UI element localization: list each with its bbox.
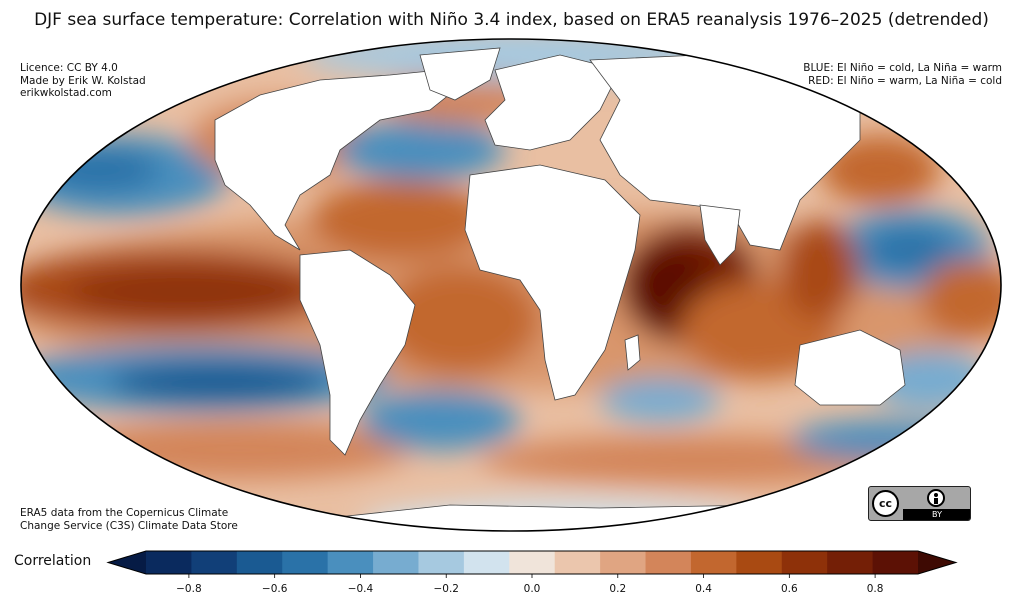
land-africa <box>464 164 641 401</box>
colorbar-segment <box>827 551 874 574</box>
colorbar-tick-label: −0.4 <box>348 583 374 595</box>
credits-line-author: Made by Erik W. Kolstad <box>20 74 146 87</box>
colorbar: −0.8 −0.6 −0.4 −0.2 0.0 0.2 0.4 0.6 0.8 <box>106 550 958 595</box>
correlation-map <box>20 38 1002 532</box>
colorbar-segment <box>418 551 465 574</box>
colorbar-segment <box>282 551 329 574</box>
land-greenland <box>419 47 501 101</box>
legend-line-blue: BLUE: El Niño = cold, La Niña = warm <box>803 62 1002 74</box>
land-south-america <box>299 249 416 456</box>
colorbar-segment <box>463 551 510 574</box>
ocean-field <box>21 39 1001 531</box>
colorbar-segment <box>236 551 283 574</box>
color-meaning-legend: BLUE: El Niño = cold, La Niña = warm RED… <box>803 62 1002 87</box>
credits-line-license: Licence: CC BY 4.0 <box>20 62 118 74</box>
colorbar-tick-label: 0.2 <box>609 583 626 595</box>
by-label: BY <box>903 509 970 520</box>
credits-block: Licence: CC BY 4.0 Made by Erik W. Kolst… <box>20 62 146 100</box>
land-madagascar <box>624 334 641 371</box>
colorbar-under-extension <box>108 551 146 574</box>
colorbar-tick-label: 0.0 <box>524 583 541 595</box>
colorbar-ticks: −0.8 −0.6 −0.4 −0.2 0.0 0.2 0.4 0.6 0.8 <box>176 574 883 595</box>
colorbar-over-extension <box>918 551 956 574</box>
colorbar-tick-label: −0.6 <box>262 583 288 595</box>
colorbar-segment <box>645 551 692 574</box>
land-north-america <box>214 69 471 251</box>
colorbar-tick-label: −0.8 <box>176 583 202 595</box>
credits-line-website: erikwkolstad.com <box>20 87 112 99</box>
colorbar-segment <box>327 551 374 574</box>
colorbar-segment <box>554 551 601 574</box>
colorbar-segment <box>373 551 419 574</box>
colorbar-segment <box>736 551 783 574</box>
cc-icon: cc <box>872 490 899 517</box>
colorbar-tick-label: 0.4 <box>695 583 712 595</box>
colorbar-tick-label: −0.2 <box>433 583 459 595</box>
land-europe <box>484 54 621 151</box>
land-india <box>699 204 741 266</box>
colorbar-segment <box>872 551 919 574</box>
colorbar-outline <box>106 550 958 575</box>
map-title: DJF sea surface temperature: Correlation… <box>34 10 989 30</box>
legend-line-red: RED: El Niño = warm, La Niña = cold <box>808 74 1002 87</box>
colorbar-tick-label: 0.6 <box>781 583 798 595</box>
source-line-2: Change Service (C3S) Climate Data Store <box>20 519 238 532</box>
colorbar-segment <box>509 551 556 574</box>
attribution-person-icon <box>927 489 945 507</box>
source-line-1: ERA5 data from the Copernicus Climate <box>20 507 229 519</box>
colorbar-segment <box>781 551 828 574</box>
colorbar-segment <box>191 551 238 574</box>
colorbar-segment <box>146 551 192 574</box>
colorbar-segments <box>106 550 958 575</box>
colorbar-label: Correlation <box>14 553 92 569</box>
colorbar-segment <box>600 551 647 574</box>
land-australia <box>794 329 906 406</box>
colorbar-tick-label: 0.8 <box>867 583 884 595</box>
cc-by-license-badge: cc BY <box>868 486 971 521</box>
data-source-note: ERA5 data from the Copernicus Climate Ch… <box>20 507 238 532</box>
globe-outline <box>20 38 1002 532</box>
colorbar-segment <box>690 551 737 574</box>
